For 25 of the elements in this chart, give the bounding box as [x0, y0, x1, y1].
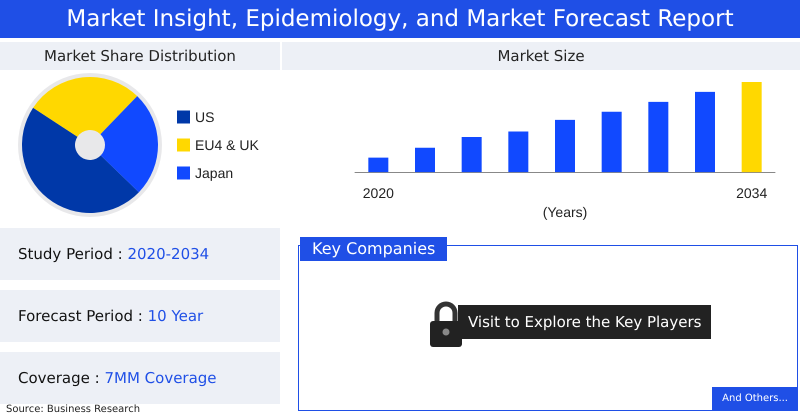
legend-label: US	[195, 109, 214, 125]
bar	[555, 120, 575, 172]
bar	[695, 92, 715, 172]
text: Forecast Period : 10 Year	[0, 290, 280, 342]
bar	[508, 132, 528, 172]
text: Coverage : 7MM Coverage	[0, 352, 280, 404]
text: And Others...	[712, 387, 798, 410]
chart-title: Market Share Distribution	[0, 42, 280, 70]
legend-label: EU4 & UK	[195, 137, 260, 153]
text: Study Period : 2020-2034	[0, 228, 280, 280]
x-axis-title: (Years)	[542, 204, 588, 220]
bar	[602, 112, 622, 172]
x-tick-label: 2020	[362, 185, 394, 202]
text: Key Companies	[300, 237, 448, 261]
bar	[648, 102, 668, 172]
bar	[368, 158, 388, 172]
legend-label: Japan	[195, 165, 234, 181]
bar	[742, 82, 762, 172]
text: Visit to Explore the Key Players	[458, 305, 712, 339]
source-note: Source: Business Research	[6, 404, 140, 415]
bar	[462, 136, 482, 172]
chart-title: Market Size	[282, 42, 800, 70]
x-tick-label: 2034	[736, 185, 768, 202]
bar	[415, 148, 435, 172]
text: Market Insight, Epidemiology, and Market Forecast Report	[0, 0, 800, 38]
